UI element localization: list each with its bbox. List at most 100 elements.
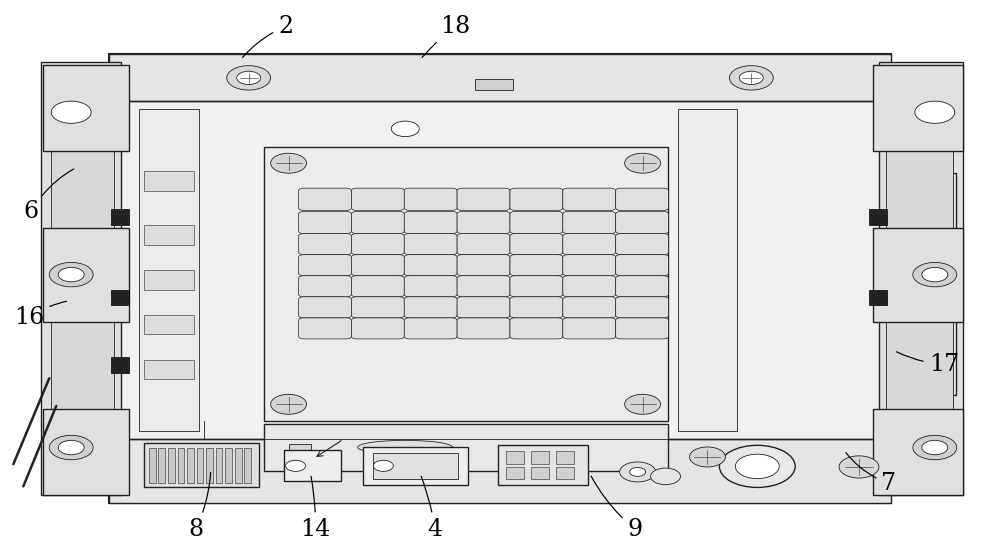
Bar — [264, 424, 668, 471]
Bar — [206, 447, 213, 483]
FancyBboxPatch shape — [616, 297, 669, 318]
FancyBboxPatch shape — [510, 276, 563, 297]
Text: 16: 16 — [14, 301, 66, 329]
Bar — [235, 447, 242, 483]
Bar — [873, 65, 963, 151]
Bar — [244, 447, 251, 483]
Bar — [289, 444, 311, 461]
FancyBboxPatch shape — [563, 297, 616, 318]
Bar — [873, 227, 963, 322]
Circle shape — [271, 394, 307, 414]
FancyBboxPatch shape — [616, 318, 669, 339]
Circle shape — [729, 66, 773, 90]
FancyBboxPatch shape — [351, 212, 404, 233]
FancyBboxPatch shape — [457, 212, 510, 233]
FancyBboxPatch shape — [616, 188, 669, 211]
Bar — [916, 173, 956, 395]
Text: 6: 6 — [24, 169, 74, 223]
Bar — [51, 65, 114, 492]
Circle shape — [922, 441, 948, 455]
Bar — [144, 443, 259, 487]
Bar — [144, 270, 194, 290]
Bar — [111, 357, 129, 373]
Bar — [225, 447, 232, 483]
Text: 18: 18 — [422, 15, 470, 57]
Bar — [363, 447, 468, 485]
Bar — [41, 62, 121, 495]
Text: 4: 4 — [421, 476, 443, 540]
FancyBboxPatch shape — [404, 255, 457, 276]
Circle shape — [839, 456, 879, 478]
Text: 14: 14 — [300, 476, 331, 540]
Bar — [475, 79, 513, 90]
Bar — [178, 447, 184, 483]
FancyBboxPatch shape — [563, 276, 616, 297]
Text: 7: 7 — [846, 452, 896, 495]
FancyBboxPatch shape — [351, 297, 404, 318]
FancyBboxPatch shape — [616, 212, 669, 233]
Bar — [187, 447, 194, 483]
Circle shape — [625, 153, 661, 173]
FancyBboxPatch shape — [299, 276, 351, 297]
FancyBboxPatch shape — [351, 276, 404, 297]
Circle shape — [391, 121, 419, 136]
FancyBboxPatch shape — [404, 318, 457, 339]
Circle shape — [237, 71, 261, 85]
FancyBboxPatch shape — [457, 276, 510, 297]
Circle shape — [620, 462, 656, 482]
FancyBboxPatch shape — [510, 233, 563, 255]
Bar — [531, 467, 549, 479]
FancyBboxPatch shape — [457, 255, 510, 276]
Bar — [109, 54, 891, 101]
Circle shape — [271, 153, 307, 173]
FancyBboxPatch shape — [299, 212, 351, 233]
FancyBboxPatch shape — [351, 233, 404, 255]
Bar — [264, 146, 668, 421]
Circle shape — [739, 71, 763, 85]
Bar — [139, 110, 199, 431]
Circle shape — [689, 447, 725, 467]
FancyBboxPatch shape — [457, 233, 510, 255]
FancyBboxPatch shape — [351, 318, 404, 339]
FancyBboxPatch shape — [510, 297, 563, 318]
Circle shape — [286, 460, 306, 471]
Bar — [506, 467, 524, 479]
Bar — [869, 290, 887, 305]
FancyBboxPatch shape — [563, 233, 616, 255]
Circle shape — [922, 267, 948, 282]
FancyBboxPatch shape — [404, 233, 457, 255]
FancyBboxPatch shape — [404, 276, 457, 297]
Circle shape — [913, 262, 957, 287]
Bar — [678, 110, 737, 431]
FancyBboxPatch shape — [563, 212, 616, 233]
Circle shape — [58, 441, 84, 455]
Bar — [197, 447, 203, 483]
Bar — [869, 209, 887, 224]
FancyBboxPatch shape — [457, 297, 510, 318]
Bar — [109, 439, 891, 503]
Bar — [43, 227, 129, 322]
Ellipse shape — [358, 441, 452, 454]
Bar — [158, 447, 165, 483]
FancyBboxPatch shape — [404, 297, 457, 318]
FancyBboxPatch shape — [510, 188, 563, 211]
FancyBboxPatch shape — [457, 318, 510, 339]
Bar — [498, 445, 588, 485]
Text: 8: 8 — [188, 472, 211, 540]
Bar — [144, 360, 194, 379]
FancyBboxPatch shape — [616, 255, 669, 276]
FancyBboxPatch shape — [299, 318, 351, 339]
FancyBboxPatch shape — [616, 233, 669, 255]
Circle shape — [651, 468, 680, 485]
Circle shape — [51, 101, 91, 123]
Circle shape — [49, 436, 93, 460]
FancyBboxPatch shape — [299, 255, 351, 276]
FancyBboxPatch shape — [510, 318, 563, 339]
Bar — [149, 447, 156, 483]
FancyBboxPatch shape — [299, 188, 351, 211]
FancyBboxPatch shape — [351, 188, 404, 211]
Bar — [216, 447, 222, 483]
Circle shape — [625, 394, 661, 414]
FancyBboxPatch shape — [457, 188, 510, 211]
FancyBboxPatch shape — [563, 188, 616, 211]
